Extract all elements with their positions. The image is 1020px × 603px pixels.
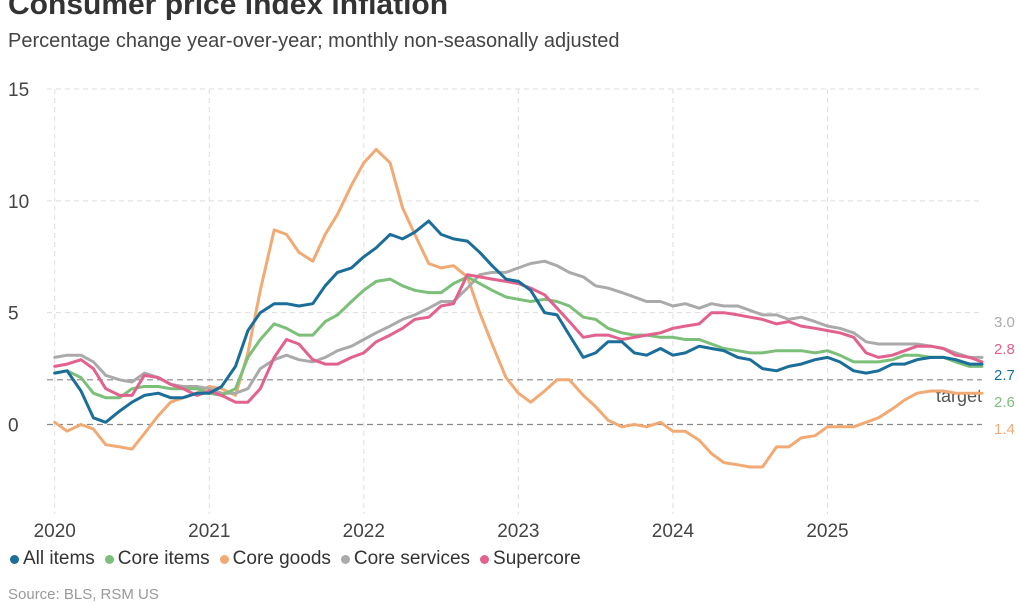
x-tick-label-2022: 2022 — [343, 521, 385, 542]
series-line-all-items — [53, 219, 984, 424]
x-tick-label-2024: 2024 — [652, 521, 695, 542]
x-tick-label-2023: 2023 — [497, 521, 539, 542]
y-tick-label-10: 10 — [8, 192, 29, 213]
legend-marker-all-items — [10, 554, 19, 564]
chart-legend: All items Core items Core goods Core ser… — [10, 548, 581, 570]
legend-item-core-items: Core items — [104, 548, 210, 570]
end-label-all-items: 2.7 — [994, 367, 1015, 384]
end-label-core-items: 2.6 — [994, 394, 1015, 411]
legend-label-all-items: All items — [23, 548, 95, 569]
end-label-core-goods: 1.4 — [994, 421, 1015, 438]
legend-marker-core-goods — [219, 554, 229, 564]
legend-item-all-items: All items — [10, 548, 95, 570]
chart-subtitle: Percentage change year-over-year; monthl… — [8, 30, 620, 52]
legend-label-core-goods: Core goods — [232, 548, 331, 569]
legend-item-core-services: Core services — [340, 548, 471, 570]
end-label-core-services: 3.0 — [994, 314, 1015, 331]
reference-label-target: target — [936, 386, 982, 406]
y-tick-label-15: 15 — [8, 80, 29, 101]
legend-marker-core-services — [340, 554, 350, 564]
end-label-supercore: 2.8 — [994, 341, 1015, 358]
legend-label-core-services: Core services — [353, 548, 471, 569]
chart-source: Source: BLS, RSM US — [8, 586, 159, 603]
legend-item-core-goods: Core goods — [219, 548, 331, 570]
legend-marker-supercore — [480, 554, 490, 564]
chart-title: Consumer price index inflation — [8, 0, 449, 21]
x-tick-label-2020: 2020 — [34, 521, 76, 542]
legend-label-core-items: Core items — [117, 548, 210, 569]
x-tick-label-2021: 2021 — [188, 521, 230, 542]
legend-item-supercore: Supercore — [480, 548, 581, 570]
y-tick-label-5: 5 — [8, 304, 19, 325]
series-line-core-services — [53, 259, 984, 395]
x-tick-label-2025: 2025 — [806, 521, 848, 542]
series-line-supercore — [53, 273, 984, 404]
series-line-core-goods — [53, 147, 984, 469]
legend-marker-core-items — [104, 554, 114, 564]
y-tick-label-0: 0 — [8, 416, 19, 437]
legend-label-supercore: Supercore — [493, 548, 581, 569]
